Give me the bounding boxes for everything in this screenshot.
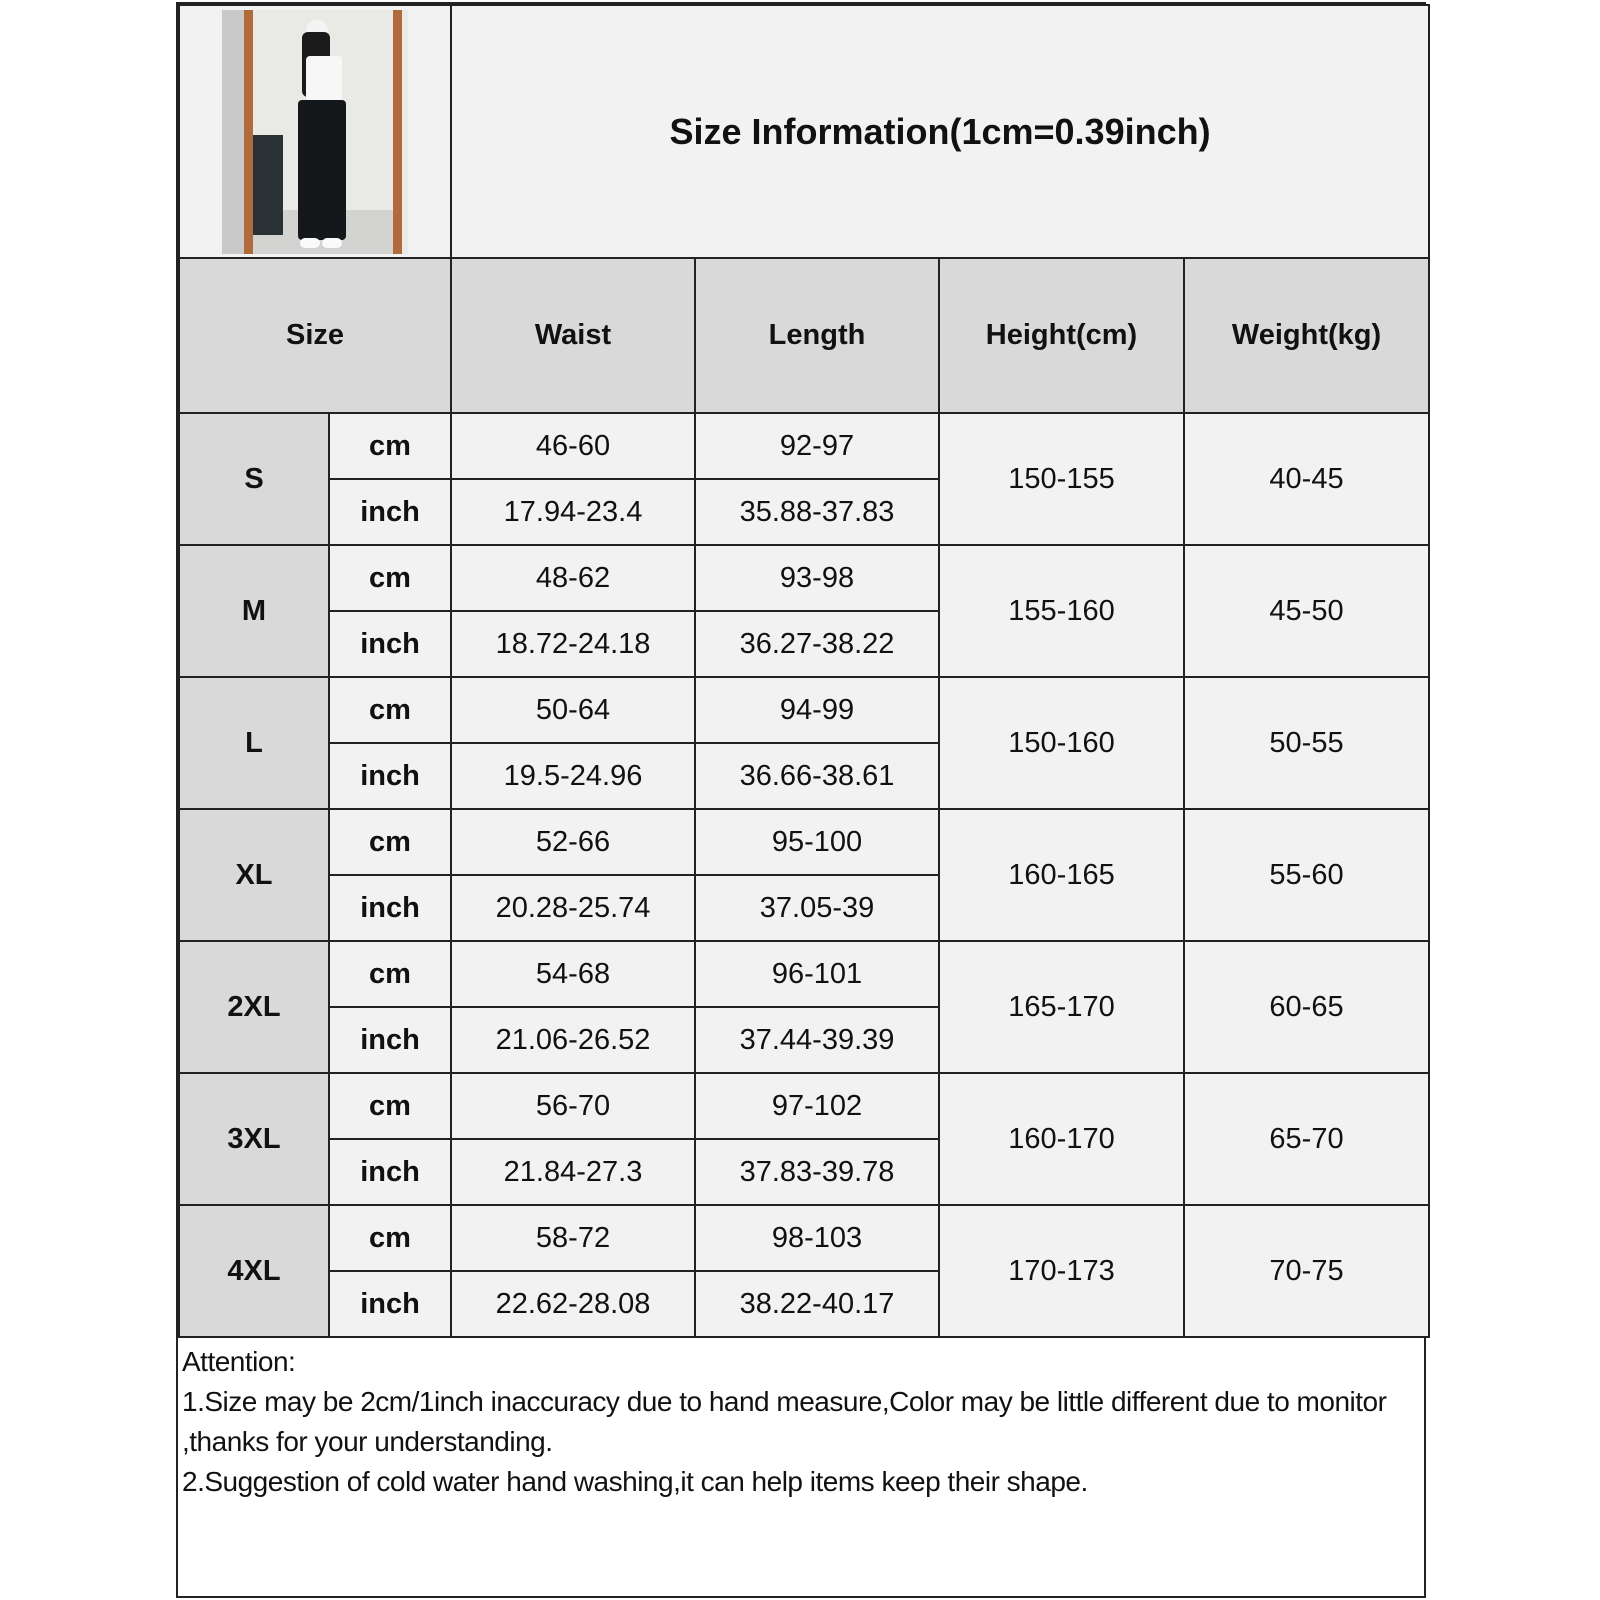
unit-cm: cm	[328, 940, 452, 1008]
table-row-inch: inch 18.72-24.18 36.27-38.22	[179, 610, 1429, 678]
length-inch: 36.27-38.22	[694, 610, 940, 678]
unit-inch: inch	[328, 1138, 452, 1206]
length-inch: 35.88-37.83	[694, 478, 940, 546]
table-row-cm: S cm 46-60 92-97 150-155 40-45	[178, 412, 1431, 546]
unit-cm: cm	[328, 1204, 452, 1272]
waist-inch: 21.06-26.52	[450, 1006, 696, 1074]
header-waist: Waist	[450, 257, 696, 414]
product-photo	[222, 9, 408, 254]
length-cm: 98-103	[694, 1204, 940, 1272]
size-table: Size Information(1cm=0.39inch) Size Wais…	[178, 4, 1431, 1338]
length-cm: 97-102	[694, 1072, 940, 1140]
waist-inch: 20.28-25.74	[450, 874, 696, 942]
weight-range: 60-65	[1182, 940, 1431, 1074]
waist-cm: 56-70	[450, 1072, 696, 1140]
length-cm: 95-100	[694, 808, 940, 876]
unit-inch: inch	[328, 1270, 452, 1338]
table-row-cm: L cm 50-64 94-99 150-160 50-55	[178, 676, 1431, 810]
size-label: M	[178, 544, 330, 678]
size-label: 3XL	[178, 1072, 330, 1206]
height-range: 150-160	[938, 676, 1185, 810]
length-cm: 93-98	[694, 544, 940, 612]
waist-cm: 58-72	[450, 1204, 696, 1272]
header-weight: Weight(kg)	[1182, 257, 1431, 414]
attention-notes: Attention: 1.Size may be 2cm/1inch inacc…	[178, 1338, 1424, 1506]
weight-range: 55-60	[1182, 808, 1431, 942]
waist-cm: 46-60	[450, 412, 696, 480]
length-inch: 37.83-39.78	[694, 1138, 940, 1206]
table-row-cm: XL cm 52-66 95-100 160-165 55-60	[178, 808, 1431, 942]
size-label: 4XL	[178, 1204, 330, 1338]
size-chart: Size Information(1cm=0.39inch) Size Wais…	[176, 2, 1431, 1598]
table-row-inch: inch 20.28-25.74 37.05-39	[179, 874, 1429, 942]
table-row-inch: inch 17.94-23.4 35.88-37.83	[179, 478, 1429, 546]
length-inch: 36.66-38.61	[694, 742, 940, 810]
unit-inch: inch	[328, 610, 452, 678]
waist-inch: 17.94-23.4	[450, 478, 696, 546]
table-row-cm: 4XL cm 58-72 98-103 170-173 70-75	[178, 1204, 1431, 1338]
size-label: 2XL	[178, 940, 330, 1074]
height-range: 150-155	[938, 412, 1185, 546]
note-2: 2.Suggestion of cold water hand washing,…	[182, 1466, 1088, 1497]
table-row-inch: inch 21.84-27.3 37.83-39.78	[179, 1138, 1429, 1206]
length-inch: 37.05-39	[694, 874, 940, 942]
size-label: XL	[178, 808, 330, 942]
table-row-inch: inch 21.06-26.52 37.44-39.39	[179, 1006, 1429, 1074]
length-cm: 92-97	[694, 412, 940, 480]
unit-cm: cm	[328, 544, 452, 612]
waist-inch: 22.62-28.08	[450, 1270, 696, 1338]
size-label: S	[178, 412, 330, 546]
length-cm: 94-99	[694, 676, 940, 744]
note-1: 1.Size may be 2cm/1inch inaccuracy due t…	[182, 1386, 1387, 1457]
weight-range: 65-70	[1182, 1072, 1431, 1206]
waist-inch: 19.5-24.96	[450, 742, 696, 810]
size-label: L	[178, 676, 330, 810]
table-row-cm: M cm 48-62 93-98 155-160 45-50	[178, 544, 1431, 678]
chart-title: Size Information(1cm=0.39inch)	[449, 4, 1431, 259]
waist-cm: 48-62	[450, 544, 696, 612]
weight-range: 70-75	[1182, 1204, 1431, 1338]
table-row-inch: inch 22.62-28.08 38.22-40.17	[179, 1270, 1429, 1338]
height-range: 160-170	[938, 1072, 1185, 1206]
height-range: 165-170	[938, 940, 1185, 1074]
table-row-inch: inch 19.5-24.96 36.66-38.61	[179, 742, 1429, 810]
weight-range: 45-50	[1182, 544, 1431, 678]
length-inch: 37.44-39.39	[694, 1006, 940, 1074]
length-cm: 96-101	[694, 940, 940, 1008]
header-length: Length	[694, 257, 940, 414]
waist-inch: 18.72-24.18	[450, 610, 696, 678]
waist-cm: 54-68	[450, 940, 696, 1008]
weight-range: 50-55	[1182, 676, 1431, 810]
length-inch: 38.22-40.17	[694, 1270, 940, 1338]
height-range: 160-165	[938, 808, 1185, 942]
unit-cm: cm	[328, 676, 452, 744]
unit-cm: cm	[328, 808, 452, 876]
waist-inch: 21.84-27.3	[450, 1138, 696, 1206]
table-row-cm: 3XL cm 56-70 97-102 160-170 65-70	[178, 1072, 1431, 1206]
unit-inch: inch	[328, 874, 452, 942]
height-range: 170-173	[938, 1204, 1185, 1338]
notes-heading: Attention:	[182, 1346, 296, 1377]
unit-cm: cm	[328, 1072, 452, 1140]
height-range: 155-160	[938, 544, 1185, 678]
unit-inch: inch	[328, 742, 452, 810]
unit-inch: inch	[328, 1006, 452, 1074]
unit-cm: cm	[328, 412, 452, 480]
product-photo-cell	[178, 4, 452, 259]
table-row-cm: 2XL cm 54-68 96-101 165-170 60-65	[178, 940, 1431, 1074]
waist-cm: 52-66	[450, 808, 696, 876]
header-height: Height(cm)	[938, 257, 1185, 414]
header-size: Size	[178, 257, 452, 414]
waist-cm: 50-64	[450, 676, 696, 744]
unit-inch: inch	[328, 478, 452, 546]
weight-range: 40-45	[1182, 412, 1431, 546]
